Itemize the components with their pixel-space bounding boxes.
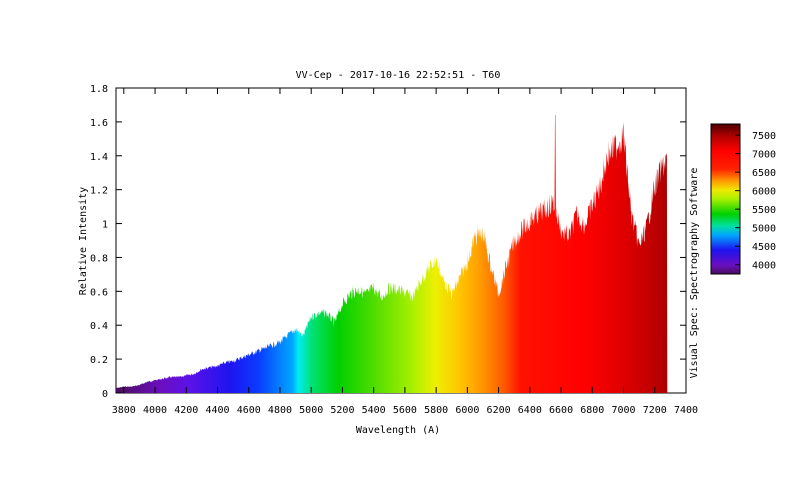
y-tick-label: 1.2 bbox=[90, 186, 108, 197]
spectrum-area bbox=[116, 115, 668, 393]
chart-title: VV-Cep - 2017-10-16 22:52:51 - T60 bbox=[296, 70, 501, 81]
x-axis-label: Wavelength (A) bbox=[356, 425, 440, 436]
x-tick-label: 4200 bbox=[174, 405, 198, 416]
colorbar-tick-label: 5500 bbox=[752, 205, 776, 216]
x-tick-label: 7200 bbox=[643, 405, 667, 416]
x-tick-label: 5200 bbox=[330, 405, 354, 416]
x-tick-label: 6800 bbox=[580, 405, 604, 416]
colorbar bbox=[710, 123, 741, 275]
y-axis: 0 0.2 0.4 0.6 0.8 1 1.2 1.4 1.6 1.8 bbox=[90, 84, 686, 400]
colorbar-tick-label: 4000 bbox=[752, 261, 776, 272]
x-tick-label: 6600 bbox=[549, 405, 573, 416]
x-tick-label: 4400 bbox=[205, 405, 229, 416]
x-tick-label: 4800 bbox=[268, 405, 292, 416]
y-tick-label: 1.8 bbox=[90, 84, 108, 95]
software-label: Visual Spec: Spectrography Software bbox=[689, 168, 700, 379]
y-tick-label: 1.6 bbox=[90, 118, 108, 129]
y-tick-label: 0 bbox=[102, 389, 108, 400]
colorbar-tick-label: 6500 bbox=[752, 168, 776, 179]
colorbar-tick-label: 6000 bbox=[752, 187, 776, 198]
y-tick-label: 0.2 bbox=[90, 355, 108, 366]
x-axis: 3800 4000 4200 4400 4600 4800 5000 5200 5400 5600… bbox=[112, 88, 698, 416]
colorbar-tick-label: 7500 bbox=[752, 131, 776, 142]
y-tick-label: 0.4 bbox=[90, 321, 108, 332]
x-tick-label: 3800 bbox=[112, 405, 136, 416]
y-tick-label: 1.4 bbox=[90, 152, 108, 163]
x-tick-label: 5400 bbox=[362, 405, 386, 416]
x-tick-label: 5800 bbox=[424, 405, 448, 416]
x-tick-label: 7400 bbox=[674, 405, 698, 416]
colorbar-tick-label: 4500 bbox=[752, 242, 776, 253]
y-axis-label: Relative Intensity bbox=[78, 187, 89, 295]
colorbar-axis: 4000 4500 5000 5500 6000 6500 7000 7500 bbox=[735, 131, 776, 272]
colorbar-tick-label: 5000 bbox=[752, 224, 776, 235]
x-tick-label: 4000 bbox=[143, 405, 167, 416]
x-tick-label: 6200 bbox=[487, 405, 511, 416]
y-tick-label: 0.6 bbox=[90, 287, 108, 298]
x-tick-label: 5000 bbox=[299, 405, 323, 416]
colorbar-tick-label: 7000 bbox=[752, 150, 776, 161]
x-tick-label: 4600 bbox=[237, 405, 261, 416]
y-tick-label: 1 bbox=[102, 220, 108, 231]
y-tick-label: 0.8 bbox=[90, 253, 108, 264]
x-tick-label: 6400 bbox=[518, 405, 542, 416]
x-tick-label: 6000 bbox=[455, 405, 479, 416]
x-tick-label: 5600 bbox=[393, 405, 417, 416]
x-tick-label: 7000 bbox=[611, 405, 635, 416]
